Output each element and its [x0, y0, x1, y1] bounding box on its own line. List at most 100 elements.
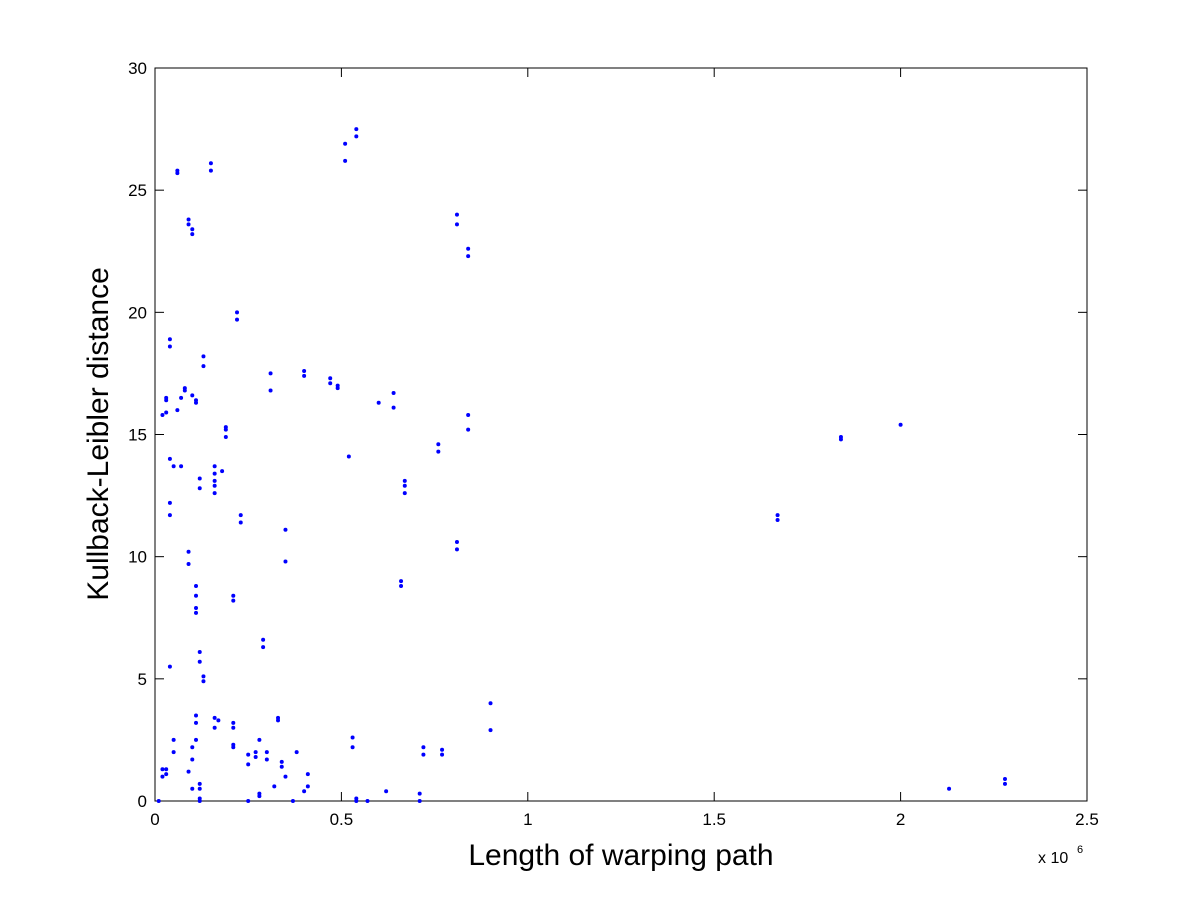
- point: [179, 395, 184, 400]
- point: [294, 750, 299, 755]
- point: [194, 610, 199, 615]
- point: [167, 500, 172, 505]
- point: [454, 222, 459, 227]
- point: [466, 254, 471, 259]
- point: [350, 745, 355, 750]
- y-tick-label: 10: [128, 548, 147, 567]
- point: [164, 772, 169, 777]
- point: [279, 759, 284, 764]
- point: [212, 483, 217, 488]
- point: [186, 217, 191, 222]
- point: [466, 246, 471, 251]
- x-tick-label: 0: [150, 810, 159, 829]
- point: [194, 713, 199, 718]
- point: [279, 764, 284, 769]
- point: [171, 750, 176, 755]
- point: [164, 767, 169, 772]
- point: [399, 583, 404, 588]
- point: [421, 752, 426, 757]
- y-tick-label: 25: [128, 181, 147, 200]
- point: [156, 799, 161, 803]
- point: [354, 799, 359, 803]
- point: [197, 781, 202, 786]
- point: [272, 784, 277, 789]
- x-tick-label: 1: [523, 810, 532, 829]
- point: [350, 735, 355, 740]
- point: [268, 371, 273, 376]
- point: [223, 434, 228, 439]
- point: [167, 513, 172, 518]
- point: [194, 737, 199, 742]
- point: [947, 786, 952, 791]
- point: [231, 720, 236, 725]
- point: [343, 158, 348, 163]
- y-tick-label: 20: [128, 303, 147, 322]
- point: [466, 412, 471, 417]
- point: [167, 337, 172, 342]
- point: [354, 134, 359, 139]
- point: [160, 767, 165, 772]
- x-axis-label: Length of warping path: [468, 839, 773, 872]
- point: [391, 405, 396, 410]
- point: [454, 547, 459, 552]
- point: [197, 799, 202, 803]
- point: [354, 127, 359, 132]
- point: [201, 679, 206, 684]
- point: [194, 605, 199, 610]
- point: [343, 141, 348, 146]
- point: [238, 513, 243, 518]
- point: [160, 774, 165, 779]
- point: [197, 649, 202, 654]
- point: [201, 364, 206, 369]
- point: [283, 527, 288, 532]
- point: [268, 388, 273, 393]
- point: [212, 715, 217, 720]
- point: [328, 376, 333, 381]
- point: [264, 757, 269, 762]
- point: [1002, 777, 1007, 782]
- point: [190, 757, 195, 762]
- point: [436, 449, 441, 454]
- point: [775, 518, 780, 523]
- point: [436, 442, 441, 447]
- point: [246, 752, 251, 757]
- point: [231, 598, 236, 603]
- point: [212, 491, 217, 496]
- point: [186, 561, 191, 566]
- axes-box: [154, 67, 1088, 802]
- x-tick-label: 2: [896, 810, 905, 829]
- point: [838, 437, 843, 442]
- point: [305, 772, 310, 777]
- y-tick-label: 5: [138, 670, 147, 689]
- y-tick-label: 15: [128, 426, 147, 445]
- point: [208, 168, 213, 173]
- point: [302, 789, 307, 794]
- point: [454, 212, 459, 217]
- point: [264, 750, 269, 755]
- point: [328, 381, 333, 386]
- point: [440, 752, 445, 757]
- point: [775, 513, 780, 518]
- y-tick-label: 0: [138, 792, 147, 811]
- point: [190, 227, 195, 232]
- point: [175, 408, 180, 413]
- point: [253, 755, 258, 760]
- point: [283, 559, 288, 564]
- point: [186, 222, 191, 227]
- point: [257, 794, 262, 799]
- point: [160, 412, 165, 417]
- point: [399, 579, 404, 584]
- point: [197, 486, 202, 491]
- point: [190, 786, 195, 791]
- point: [164, 410, 169, 415]
- point: [182, 386, 187, 391]
- point: [212, 471, 217, 476]
- point: [283, 774, 288, 779]
- point: [302, 373, 307, 378]
- point: [220, 469, 225, 474]
- point: [212, 464, 217, 469]
- point: [194, 720, 199, 725]
- point: [208, 161, 213, 166]
- point: [488, 701, 493, 706]
- point: [417, 799, 422, 803]
